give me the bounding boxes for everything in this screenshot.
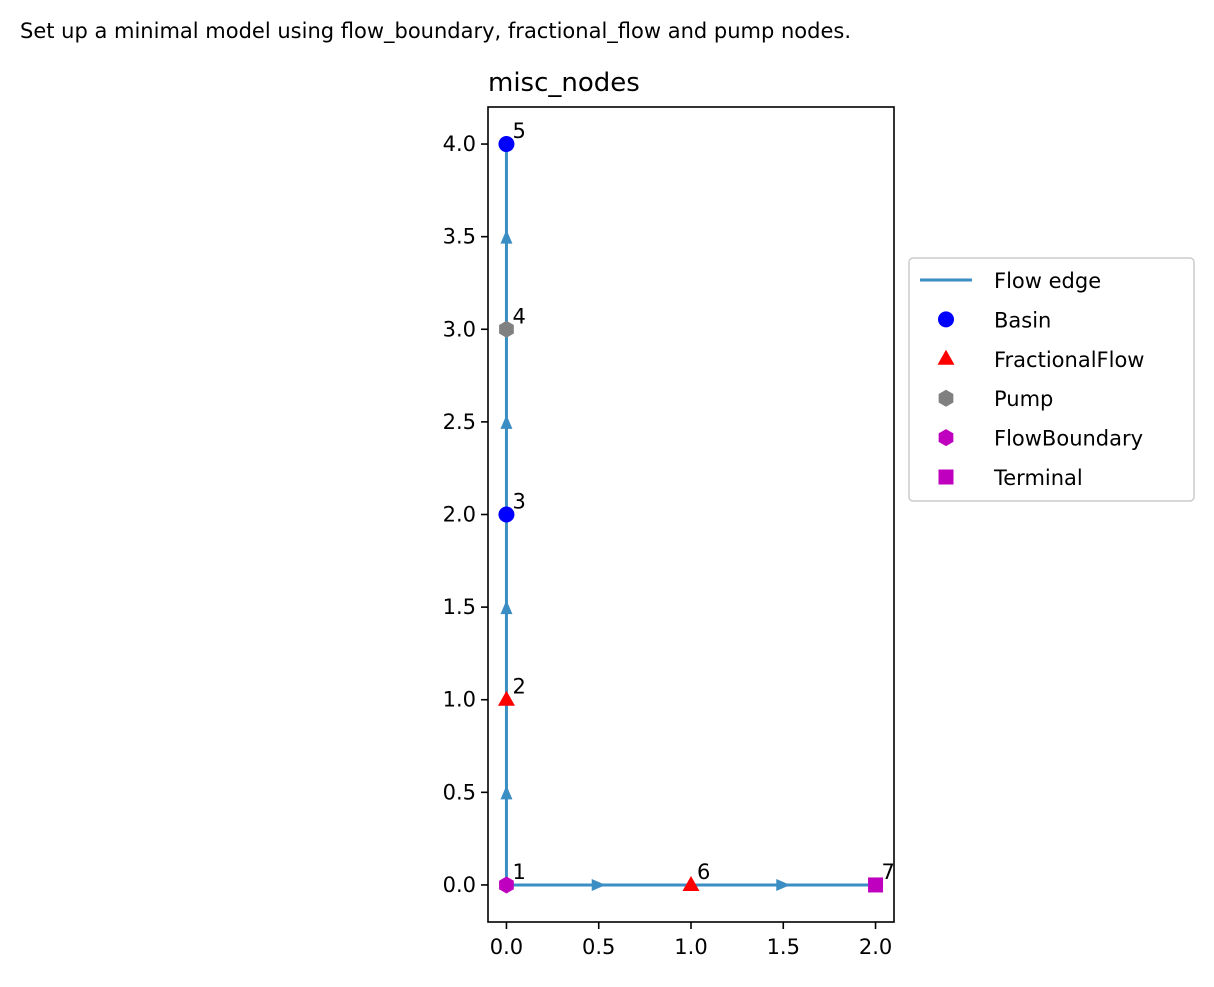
flow-edge-arrow-5 <box>776 878 791 891</box>
flow-edge-arrow-3 <box>500 229 513 244</box>
legend-label-terminal: Terminal <box>993 466 1083 490</box>
flow-edge-arrow-4 <box>591 878 606 891</box>
legend-swatch-basin <box>938 311 954 328</box>
pump-node-4 <box>499 320 514 338</box>
legend-label-flow-edge: Flow edge <box>994 269 1101 293</box>
legend-label-basin: Basin <box>994 308 1051 332</box>
node-label-6: 6 <box>697 860 710 884</box>
y-tick-label-4: 2.0 <box>443 503 476 527</box>
terminal-node-7 <box>868 877 884 893</box>
flowboundary-node-1 <box>499 876 514 894</box>
node-label-4: 4 <box>512 304 525 328</box>
legend-swatch-fractionalflow <box>937 349 955 365</box>
x-tick-label-4: 2.0 <box>859 935 892 959</box>
y-tick-label-7: 3.5 <box>443 225 476 249</box>
fractionalflow-node-2 <box>497 690 515 706</box>
legend-swatch-terminal <box>938 469 954 485</box>
y-tick-label-8: 4.0 <box>443 132 476 156</box>
legend-label-pump: Pump <box>994 387 1053 411</box>
flow-edge-arrow-2 <box>500 414 513 429</box>
node-label-3: 3 <box>512 490 525 514</box>
y-tick-label-5: 2.5 <box>443 410 476 434</box>
legend-label-fractionalflow: FractionalFlow <box>994 348 1144 372</box>
node-label-2: 2 <box>512 675 525 699</box>
x-tick-label-3: 1.5 <box>767 935 800 959</box>
x-tick-label-2: 1.0 <box>674 935 707 959</box>
basin-node-3 <box>498 506 515 523</box>
x-tick-label-1: 0.5 <box>582 935 615 959</box>
legend-swatch-pump <box>938 389 954 407</box>
figure-title: Set up a minimal model using flow_bounda… <box>20 19 851 44</box>
y-tick-label-0: 0.0 <box>443 873 476 897</box>
node-label-5: 5 <box>512 119 525 143</box>
chart-title: misc_nodes <box>488 68 640 98</box>
flow-edge-arrow-1 <box>500 600 513 615</box>
basin-node-5 <box>498 136 515 153</box>
node-label-7: 7 <box>882 860 895 884</box>
flow-edge-arrow-0 <box>500 785 513 800</box>
legend-label-flowboundary: FlowBoundary <box>994 427 1143 451</box>
y-tick-label-2: 1.0 <box>443 688 476 712</box>
fractionalflow-node-6 <box>682 875 700 891</box>
legend: Flow edge Basin FractionalFlow Pump FlowBoun… <box>908 257 1195 502</box>
legend-swatch-flowboundary <box>938 429 954 447</box>
y-tick-label-1: 0.5 <box>443 780 476 804</box>
axes-frame <box>487 106 895 923</box>
y-tick-label-6: 3.0 <box>443 317 476 341</box>
y-tick-label-3: 1.5 <box>443 595 476 619</box>
x-tick-label-0: 0.0 <box>490 935 523 959</box>
legend-box <box>908 257 1195 502</box>
node-label-1: 1 <box>512 860 525 884</box>
